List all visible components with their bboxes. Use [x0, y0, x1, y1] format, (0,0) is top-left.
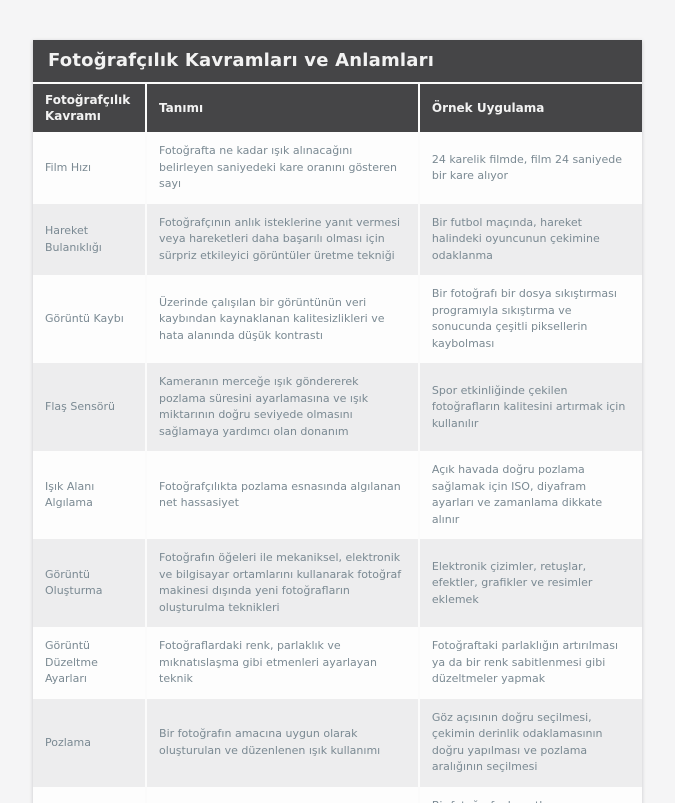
definition-cell: Fotoğrafçılıkta pozlama esnasında algıla…: [145, 451, 418, 540]
term-cell: Görüntü Düzeltme Ayarları: [33, 627, 146, 699]
definition-cell: Üzerinde çalışılan bir görüntünün veri k…: [145, 275, 418, 364]
definition-cell: Kameranın merceğe ışık göndererek pozlam…: [145, 363, 418, 452]
table-title: Fotoğrafçılık Kavramları ve Anlamları: [33, 40, 642, 84]
table-row: Hareket Bulanıklığı Fotoğrafçının anlık …: [33, 203, 642, 276]
term-cell: Film Hızı: [33, 132, 146, 204]
table-header: Fotoğrafçılık Kavramı Tanımı Örnek Uygul…: [33, 84, 642, 133]
term-cell: Görüntü Boyutu: [33, 786, 146, 803]
column-header-term: Fotoğrafçılık Kavramı: [33, 84, 146, 133]
definition-cell: Fotoğrafçının anlık isteklerine yanıt ve…: [145, 203, 418, 276]
term-cell: Flaş Sensörü: [33, 363, 146, 452]
table-row: Işık Alanı Algılama Fotoğrafçılıkta pozl…: [33, 451, 642, 540]
concepts-table: Fotoğrafçılık Kavramı Tanımı Örnek Uygul…: [33, 84, 642, 803]
header-row: Fotoğrafçılık Kavramı Tanımı Örnek Uygul…: [33, 84, 642, 133]
example-cell: Fotoğraftaki parlaklığın artırılması ya …: [417, 627, 642, 699]
example-cell: Göz açısının doğru seçilmesi, çekimin de…: [417, 698, 642, 787]
example-cell: Bir futbol maçında, hareket halindeki oy…: [417, 203, 642, 276]
definition-cell: Fotoğrafta ne kadar ışık alınacağını bel…: [145, 132, 418, 204]
table-row: Pozlama Bir fotoğrafın amacına uygun ola…: [33, 698, 642, 787]
table-body: Film Hızı Fotoğrafta ne kadar ışık alına…: [33, 132, 642, 803]
example-cell: 24 karelik filmde, film 24 saniyede bir …: [417, 132, 642, 204]
column-header-example: Örnek Uygulama: [417, 84, 642, 133]
table-row: Görüntü Kaybı Üzerinde çalışılan bir gör…: [33, 275, 642, 364]
definition-cell: Fotoğrafın öğeleri ile mekaniksel, elekt…: [145, 539, 418, 628]
term-cell: Hareket Bulanıklığı: [33, 203, 146, 276]
table-row: Flaş Sensörü Kameranın merceğe ışık gönd…: [33, 363, 642, 452]
term-cell: Görüntü Oluşturma: [33, 539, 146, 628]
column-header-definition: Tanımı: [145, 84, 418, 133]
concepts-table-card: Fotoğrafçılık Kavramları ve Anlamları Fo…: [33, 40, 642, 803]
definition-cell: Bir fotoğrafı değerlendirmede kullanılan…: [145, 786, 418, 803]
term-cell: Pozlama: [33, 698, 146, 787]
example-cell: Açık havada doğru pozlama sağlamak için …: [417, 451, 642, 540]
term-cell: Işık Alanı Algılama: [33, 451, 146, 540]
example-cell: Bir fotoğrafı bir dosya sıkıştırması pro…: [417, 275, 642, 364]
table-row: Film Hızı Fotoğrafta ne kadar ışık alına…: [33, 132, 642, 204]
example-cell: Bir fotoğrafın boyutlarını ayarlayarak o…: [417, 786, 642, 803]
term-cell: Görüntü Kaybı: [33, 275, 146, 364]
example-cell: Elektronik çizimler, retuşlar, efektler,…: [417, 539, 642, 628]
definition-cell: Fotoğraflardaki renk, parlaklık ve mıkna…: [145, 627, 418, 699]
table-row: Görüntü Düzeltme Ayarları Fotoğraflardak…: [33, 627, 642, 699]
table-row: Görüntü Oluşturma Fotoğrafın öğeleri ile…: [33, 539, 642, 628]
definition-cell: Bir fotoğrafın amacına uygun olarak oluş…: [145, 698, 418, 787]
table-row: Görüntü Boyutu Bir fotoğrafı değerlendir…: [33, 786, 642, 803]
example-cell: Spor etkinliğinde çekilen fotoğrafların …: [417, 363, 642, 452]
